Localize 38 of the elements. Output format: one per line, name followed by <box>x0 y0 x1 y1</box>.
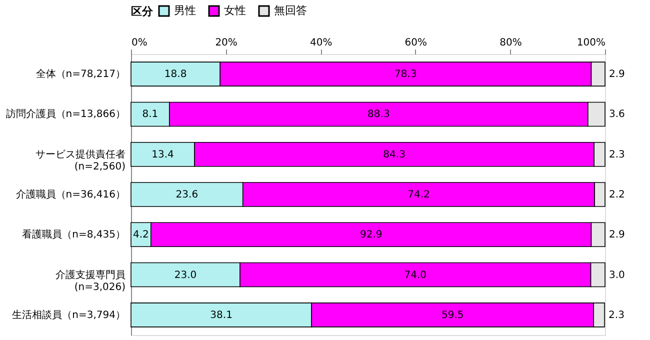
data-label: 23.6 <box>176 190 198 200</box>
y-tick-label: 介護支援専門員 (n=3,026) <box>56 268 126 293</box>
data-label: 84.3 <box>383 149 406 160</box>
data-label: 78.3 <box>394 69 417 80</box>
data-label: 23.0 <box>174 270 197 281</box>
legend-label: 男性 <box>174 4 196 17</box>
data-label: 74.2 <box>408 190 430 200</box>
x-tick-label: 100% <box>576 38 606 48</box>
data-label: 18.8 <box>164 69 187 80</box>
data-label: 2.9 <box>609 69 625 80</box>
x-tick-label: 0% <box>132 38 148 48</box>
data-label: 3.6 <box>609 109 625 120</box>
y-tick-label: 全体（n=78,217） <box>36 68 126 80</box>
y-tick-label: 訪問介護員（n=13,866） <box>6 108 126 120</box>
data-label: 8.1 <box>142 109 158 120</box>
y-tick-label: 生活相談員（n=3,794） <box>12 308 126 321</box>
data-label: 88.3 <box>368 109 390 120</box>
x-tick-label: 40% <box>310 38 332 48</box>
x-tick-label: 80% <box>500 38 522 48</box>
y-tick-label: サービス提供責任者 (n=2,560) <box>36 148 126 172</box>
legend-label: 無回答 <box>274 4 307 17</box>
data-label: 2.3 <box>608 310 624 321</box>
data-label: 92.9 <box>360 230 382 241</box>
data-label: 3.0 <box>609 270 625 281</box>
x-tick-label: 20% <box>215 38 238 48</box>
data-label: 2.9 <box>609 230 625 241</box>
data-label: 74.0 <box>404 270 427 281</box>
data-label: 38.1 <box>210 310 232 321</box>
y-tick-label: 看護職員（n=8,435） <box>22 228 126 241</box>
y-tick-label: 介護職員（n=36,416） <box>16 188 126 200</box>
data-label: 2.3 <box>609 149 625 160</box>
data-label: 2.2 <box>609 190 625 200</box>
data-label: 4.2 <box>133 230 149 241</box>
x-tick-label: 60% <box>404 38 428 48</box>
data-label: 13.4 <box>152 149 174 160</box>
data-label: 59.5 <box>441 310 464 321</box>
legend-label: 女性 <box>224 4 246 17</box>
legend-title: 区分 <box>131 5 154 18</box>
